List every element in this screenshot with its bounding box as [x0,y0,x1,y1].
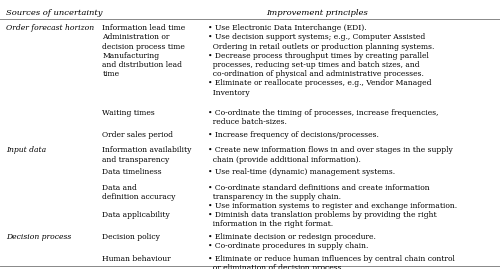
Text: • Diminish data translation problems by providing the right
  information in the: • Diminish data translation problems by … [208,211,436,228]
Text: Data timeliness: Data timeliness [102,168,162,176]
Text: • Co-ordinate the timing of processes, increase frequencies,
  reduce batch-size: • Co-ordinate the timing of processes, i… [208,109,438,126]
Text: • Create new information flows in and over stages in the supply
  chain (provide: • Create new information flows in and ov… [208,146,452,164]
Text: Sources of uncertainty: Sources of uncertainty [6,9,102,17]
Text: • Co-ordinate standard definitions and create information
  transparency in the : • Co-ordinate standard definitions and c… [208,184,456,210]
Text: • Eliminate or reduce human influences by central chain control
  or elimination: • Eliminate or reduce human influences b… [208,255,454,269]
Text: Decision process: Decision process [6,233,71,241]
Text: • Eliminate decision or redesign procedure.
• Co-ordinate procedures in supply c: • Eliminate decision or redesign procedu… [208,233,376,250]
Text: Decision policy: Decision policy [102,233,160,241]
Text: Input data: Input data [6,146,46,154]
Text: Data and
definition accuracy: Data and definition accuracy [102,184,176,201]
Text: • Use Electronic Data Interchange (EDI).
• Use decision support systems; e.g., C: • Use Electronic Data Interchange (EDI).… [208,24,434,97]
Text: Order forecast horizon: Order forecast horizon [6,24,94,32]
Text: • Increase frequency of decisions/processes.: • Increase frequency of decisions/proces… [208,131,378,139]
Text: Data applicability: Data applicability [102,211,170,219]
Text: Information availability
and transparency: Information availability and transparenc… [102,146,192,164]
Text: Order sales period: Order sales period [102,131,174,139]
Text: Human behaviour: Human behaviour [102,255,171,263]
Text: • Use real-time (dynamic) management systems.: • Use real-time (dynamic) management sys… [208,168,394,176]
Text: Waiting times: Waiting times [102,109,155,117]
Text: Information lead time
Administration or
decision process time
Manufacturing
and : Information lead time Administration or … [102,24,186,78]
Text: Improvement principles: Improvement principles [266,9,368,17]
